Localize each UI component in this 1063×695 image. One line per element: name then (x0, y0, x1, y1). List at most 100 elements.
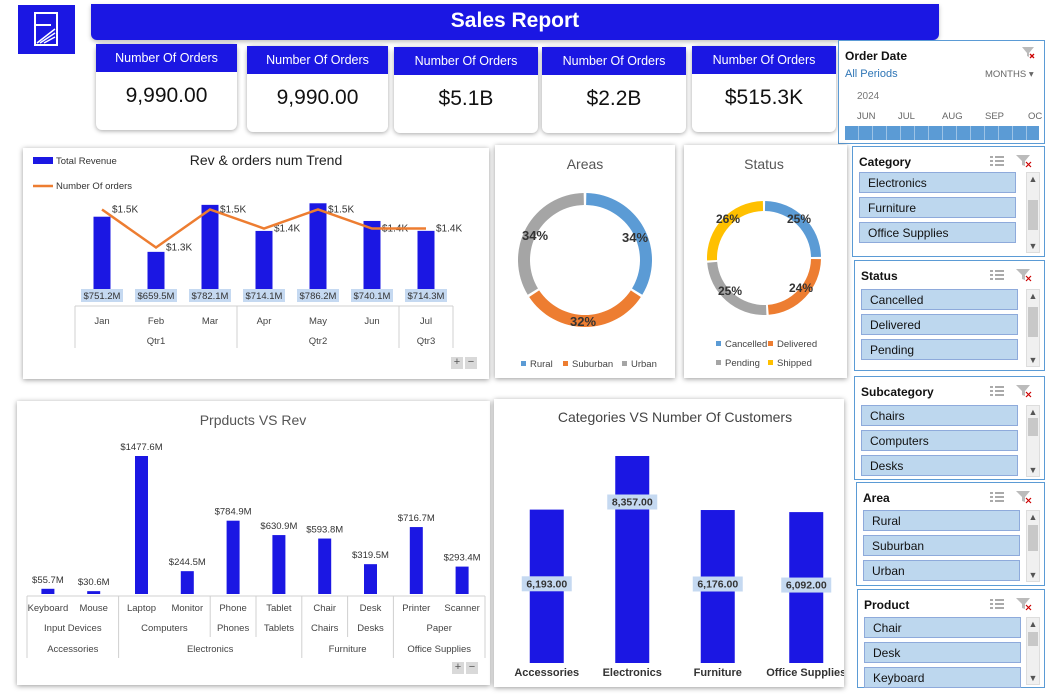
collapse-minus-button[interactable]: − (465, 357, 477, 369)
slicer-item[interactable]: Chair (864, 617, 1021, 638)
legend-swatch (768, 360, 773, 365)
x-tick-label: Jun (364, 316, 379, 327)
pie-slice (767, 258, 821, 315)
scroll-down-icon[interactable]: ▼ (1028, 465, 1038, 475)
product-slicer[interactable]: Product Chair Desk Keyboard ▲ ▼ (857, 589, 1045, 688)
areas-chart: Areas 34% 32% 34% Rural Suburban Urban (518, 156, 657, 370)
multi-select-icon[interactable] (988, 153, 1034, 169)
trend-chart: Total Revenue Number Of orders Rev & ord… (33, 152, 462, 348)
kpi-value: 9,990.00 (125, 84, 208, 107)
slicer-item[interactable]: Keyboard (864, 667, 1021, 688)
slicer-item[interactable]: Electronics (859, 172, 1016, 193)
legend-swatch-revenue (33, 157, 53, 164)
x-tick-label: Jan (94, 316, 109, 327)
chart-title: Prpducts VS Rev (200, 412, 307, 428)
x-tick-label: Monitor (171, 603, 203, 614)
group-label: Computers (141, 623, 188, 634)
collapse-minus-button[interactable]: − (466, 662, 478, 674)
bar-data-label: 6,092.00 (786, 580, 827, 592)
group-label: Office Supplies (407, 644, 471, 655)
group-label: Paper (427, 623, 452, 634)
bar-data-label: $630.9M (260, 521, 297, 532)
scroll-up-icon[interactable]: ▲ (1028, 619, 1038, 629)
category-slicer[interactable]: Category Electronics Furniture Office Su… (852, 146, 1045, 257)
scroll-up-icon[interactable]: ▲ (1028, 291, 1038, 301)
scroll-down-icon[interactable]: ▼ (1028, 673, 1038, 683)
slicer-item[interactable]: Cancelled (861, 289, 1018, 310)
slicer-item[interactable]: Chairs (861, 405, 1018, 426)
revenue-bar (417, 230, 435, 290)
scroll-down-icon[interactable]: ▼ (1028, 241, 1038, 251)
bar-data-label: $293.4M (444, 553, 481, 564)
slicer-item[interactable]: Desks (861, 455, 1018, 476)
order-date-timeline[interactable]: Order Date All Periods MONTHS ▾ 2024 JUN… (838, 40, 1045, 144)
legend-label: Cancelled (725, 339, 767, 350)
bar-data-label: $593.8M (306, 525, 343, 536)
slicer-scrollbar[interactable]: ▲ ▼ (1026, 510, 1040, 582)
multi-select-icon[interactable] (988, 489, 1034, 505)
x-tick-label: Jul (420, 316, 432, 327)
slicer-scrollbar[interactable]: ▲ ▼ (1026, 172, 1040, 253)
slicer-item[interactable]: Delivered (861, 314, 1018, 335)
timeline-year: 2024 (857, 91, 880, 102)
all-periods-label: All Periods (845, 68, 898, 80)
kpi-value: $5.1B (438, 87, 494, 110)
slicer-title: Status (861, 269, 898, 283)
multi-select-icon[interactable] (988, 596, 1034, 612)
slicer-item[interactable]: Suburban (863, 535, 1020, 556)
slicer-title: Product (864, 598, 910, 612)
pie-slice (518, 193, 584, 295)
scroll-up-icon[interactable]: ▲ (1028, 407, 1038, 417)
collapse-plus-button[interactable]: + (451, 357, 463, 369)
legend-swatch (521, 361, 526, 366)
multi-select-icon[interactable] (988, 267, 1034, 283)
revenue-bar (309, 203, 327, 290)
data-label-bg (781, 577, 832, 593)
slicer-item[interactable]: Desk (864, 642, 1021, 663)
orders-data-label: $1.4K (436, 224, 462, 235)
x-tick-label: Desk (360, 603, 382, 614)
pie-slice (707, 261, 767, 315)
slicer-item[interactable]: Rural (863, 510, 1020, 531)
scroll-up-icon[interactable]: ▲ (1028, 512, 1038, 522)
scroll-down-icon[interactable]: ▼ (1028, 355, 1038, 365)
slicer-scrollbar[interactable]: ▲ ▼ (1026, 289, 1040, 367)
time-level-dropdown[interactable]: MONTHS ▾ (985, 69, 1034, 80)
subcategory-slicer[interactable]: Subcategory Chairs Computers Desks ▲ ▼ (854, 376, 1045, 480)
orders-data-label: $1.5K (328, 205, 354, 216)
slicer-item[interactable]: Computers (861, 430, 1018, 451)
revenue-bar (201, 204, 219, 290)
multi-select-icon[interactable] (988, 383, 1034, 399)
scroll-up-icon[interactable]: ▲ (1028, 174, 1038, 184)
orders-line (101, 208, 426, 250)
chart-title: Areas (567, 156, 604, 172)
status-chart: Status 25% 24% 25% 26% Cancelled Delivered Pen… (707, 156, 821, 369)
revenue-data-label: $782.1M (192, 291, 229, 302)
clear-filter-icon[interactable] (1020, 45, 1036, 59)
slicer-item[interactable]: Office Supplies (859, 222, 1016, 243)
slice-data-label: 24% (789, 281, 813, 295)
slicer-item[interactable]: Furniture (859, 197, 1016, 218)
slicer-scrollbar[interactable]: ▲ ▼ (1026, 617, 1040, 685)
x-tick-label: Mouse (79, 603, 108, 614)
scroll-down-icon[interactable]: ▼ (1028, 570, 1038, 580)
timeline-bar[interactable] (845, 126, 1039, 140)
revenue-bar (147, 251, 165, 290)
data-label-bg (189, 289, 231, 302)
kpi-card-5: Number Of Orders $515.3K (692, 46, 836, 132)
collapse-plus-button[interactable]: + (452, 662, 464, 674)
bar-data-label: $30.6M (78, 577, 110, 588)
pie-slice (529, 290, 641, 327)
product-bar (180, 571, 194, 594)
slicer-scrollbar[interactable]: ▲ ▼ (1026, 405, 1040, 477)
slicer-item[interactable]: Urban (863, 560, 1020, 581)
pie-slice (764, 201, 821, 258)
product-bar (135, 456, 148, 594)
status-chart-panel: Status 25% 24% 25% 26% Cancelled Delivered Pen… (684, 145, 847, 378)
area-slicer[interactable]: Area Rural Suburban Urban ▲ ▼ (856, 482, 1045, 586)
slicer-item[interactable]: Pending (861, 339, 1018, 360)
slice-data-label: 25% (787, 212, 811, 226)
status-slicer[interactable]: Status Cancelled Delivered Pending ▲ ▼ (854, 260, 1045, 371)
legend-label: Shipped (777, 358, 812, 369)
x-tick-label: Feb (148, 316, 164, 327)
